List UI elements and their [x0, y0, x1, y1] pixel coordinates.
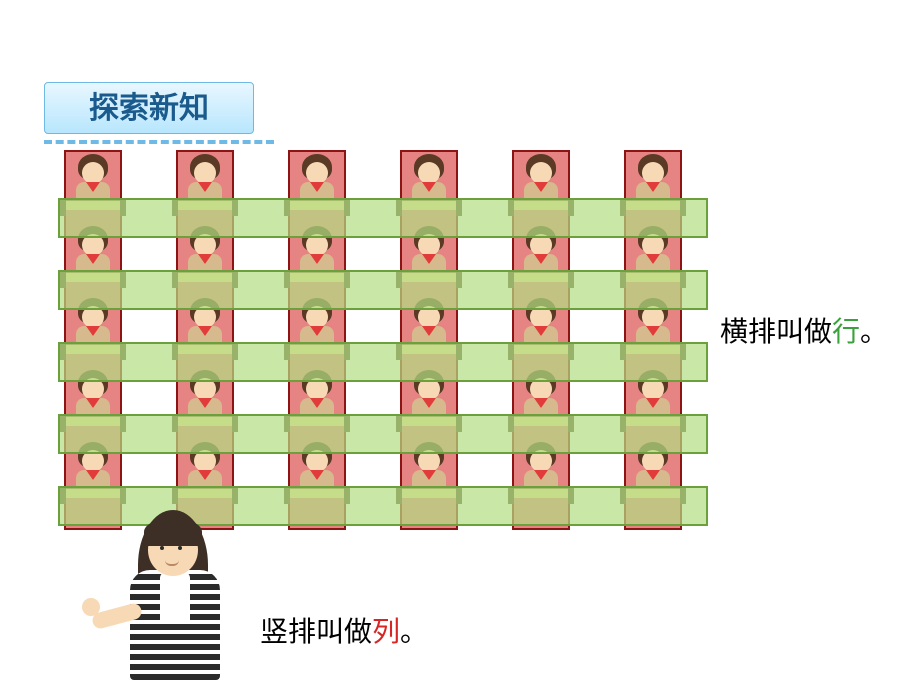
row-highlight: [58, 270, 708, 310]
student-scarf: [646, 326, 660, 336]
col-label-suffix: 。: [400, 616, 428, 647]
student-head: [194, 162, 216, 184]
student-scarf: [422, 398, 436, 408]
student-scarf: [422, 254, 436, 264]
section-title-text: 探索新知: [89, 92, 209, 125]
student-scarf: [86, 326, 100, 336]
student-scarf: [310, 326, 324, 336]
student-head: [82, 162, 104, 184]
student-scarf: [422, 326, 436, 336]
student-scarf: [198, 398, 212, 408]
teacher-figure: [120, 510, 240, 680]
student-scarf: [86, 254, 100, 264]
student-scarf: [422, 470, 436, 480]
section-title-underline: [44, 140, 274, 144]
student-scarf: [310, 398, 324, 408]
student-scarf: [534, 398, 548, 408]
student-scarf: [86, 398, 100, 408]
student-scarf: [310, 254, 324, 264]
teacher-hand: [82, 598, 100, 616]
section-title-box: 探索新知: [44, 82, 254, 134]
student-head: [306, 162, 328, 184]
row-label-prefix: 横排叫做: [720, 316, 832, 347]
student-scarf: [310, 470, 324, 480]
student-scarf: [646, 254, 660, 264]
student-scarf: [534, 254, 548, 264]
student-scarf: [198, 470, 212, 480]
student-scarf: [310, 182, 324, 192]
row-highlight: [58, 414, 708, 454]
student-scarf: [422, 182, 436, 192]
student-scarf: [534, 182, 548, 192]
teacher-shirt: [160, 572, 190, 622]
student-head: [642, 162, 664, 184]
student-scarf: [86, 182, 100, 192]
row-highlight: [58, 198, 708, 238]
row-label-highlight: 行: [832, 316, 860, 347]
student-scarf: [646, 470, 660, 480]
student-scarf: [534, 470, 548, 480]
row-definition-label: 横排叫做行。: [720, 310, 888, 350]
col-label-highlight: 列: [372, 616, 400, 647]
student-head: [418, 162, 440, 184]
row-label-suffix: 。: [860, 316, 888, 347]
student-scarf: [198, 254, 212, 264]
col-label-prefix: 竖排叫做: [260, 616, 372, 647]
student-scarf: [86, 470, 100, 480]
row-highlight: [58, 342, 708, 382]
teacher-eye-right: [178, 546, 182, 550]
seating-grid: [64, 150, 704, 530]
student-scarf: [534, 326, 548, 336]
student-scarf: [198, 326, 212, 336]
student-head: [530, 162, 552, 184]
col-definition-label: 竖排叫做列。: [260, 610, 428, 650]
student-scarf: [198, 182, 212, 192]
teacher-hair-front: [144, 518, 202, 546]
student-scarf: [646, 398, 660, 408]
teacher-eye-left: [160, 546, 164, 550]
student-scarf: [646, 182, 660, 192]
